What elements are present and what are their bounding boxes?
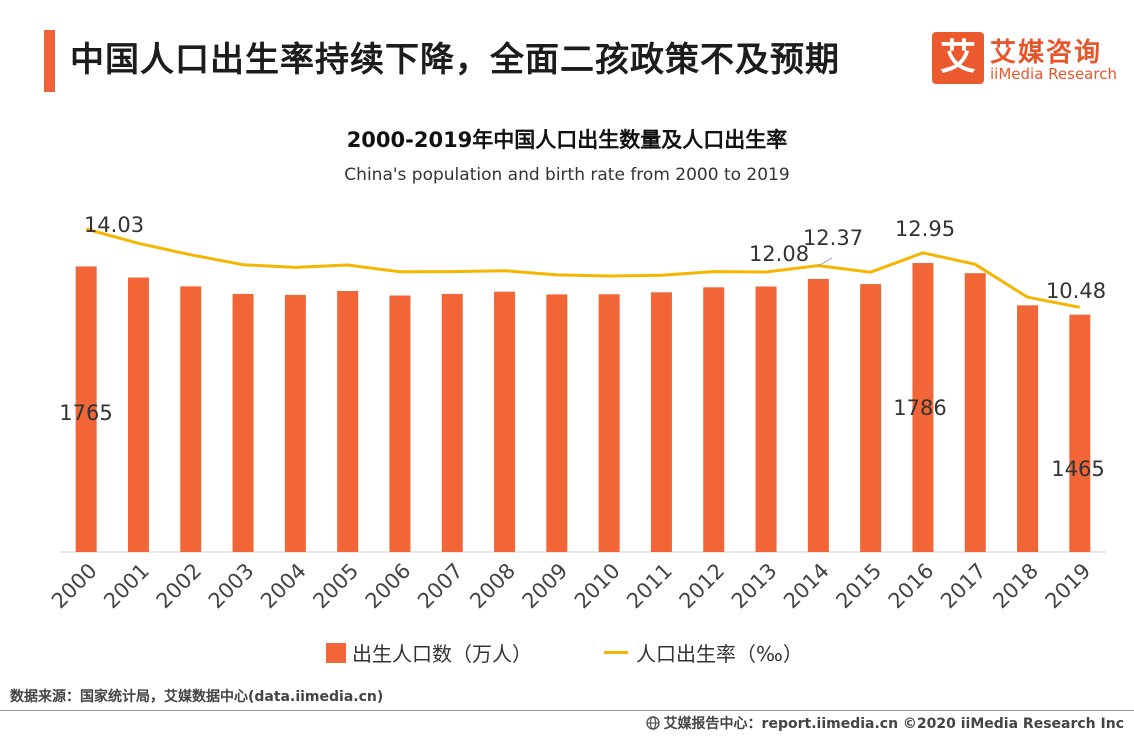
birth-rate-line <box>85 227 1081 309</box>
globe-icon <box>645 716 660 730</box>
x-tick-2016: 2016 <box>884 559 939 614</box>
legend-births-label: 出生人口数（万人） <box>352 642 532 666</box>
bar-2014 <box>807 278 829 552</box>
logo-mark-icon: 艾 <box>932 32 984 84</box>
chart-legend: 出生人口数（万人） 人口出生率（‰） <box>0 638 1134 668</box>
leader-line-2014 <box>817 257 833 267</box>
line-label-2000: 14.03 <box>84 213 144 237</box>
x-tick-2001: 2001 <box>99 559 154 614</box>
logo-english-text: iiMedia Research <box>990 65 1117 83</box>
x-tick-2017: 2017 <box>936 559 991 614</box>
bar-label-2000: 1765 <box>59 401 112 425</box>
line-label-2013: 12.08 <box>749 242 809 266</box>
x-tick-2011: 2011 <box>622 559 677 614</box>
bar-2016 <box>912 263 934 552</box>
bar-2017 <box>964 273 986 552</box>
x-tick-2006: 2006 <box>361 559 416 614</box>
x-tick-2000: 2000 <box>47 559 102 614</box>
chart-title: 2000-2019年中国人口出生数量及人口出生率 <box>346 128 788 152</box>
chart-subtitle: China's population and birth rate from 2… <box>344 165 790 185</box>
bar-2008 <box>494 291 516 552</box>
bar-2005 <box>337 291 359 552</box>
legend-line-swatch <box>604 651 628 654</box>
bar-2019 <box>1069 314 1091 552</box>
bar-2004 <box>284 294 306 552</box>
bar-2003 <box>232 293 254 552</box>
bar-label-2019: 1465 <box>1051 457 1104 481</box>
x-tick-2018: 2018 <box>988 559 1043 614</box>
bar-2007 <box>441 293 463 552</box>
x-tick-2008: 2008 <box>465 559 520 614</box>
x-tick-2004: 2004 <box>256 559 311 614</box>
line-label-2016: 12.95 <box>895 217 955 241</box>
iimedia-logo: 艾 艾媒咨询 iiMedia Research <box>932 32 1122 88</box>
legend-bar-swatch <box>326 642 346 663</box>
line-label-2019: 10.48 <box>1046 279 1106 303</box>
page-title: 中国人口出生率持续下降，全面二孩政策不及预期 <box>70 40 840 80</box>
x-tick-2015: 2015 <box>831 559 886 614</box>
bar-2011 <box>650 292 672 552</box>
logo-chinese-text: 艾媒咨询 <box>990 38 1103 68</box>
bar-2009 <box>546 294 568 552</box>
legend-item-birth-rate: 人口出生率（‰） <box>604 638 803 667</box>
x-tick-2014: 2014 <box>779 559 834 614</box>
bar-2006 <box>389 295 411 552</box>
bar-2015 <box>860 284 882 552</box>
footer-report-text: 艾媒报告中心：report.iimedia.cn ©2020 iiMedia R… <box>663 716 1124 732</box>
x-tick-2009: 2009 <box>518 559 573 614</box>
bar-2002 <box>180 286 202 552</box>
bar-2010 <box>598 294 620 552</box>
bar-2001 <box>127 277 149 552</box>
line-label-2014: 12.37 <box>803 226 863 250</box>
x-tick-2012: 2012 <box>675 559 730 614</box>
legend-item-births: 出生人口数（万人） <box>326 638 532 667</box>
footer-divider <box>0 710 1134 711</box>
x-tick-2003: 2003 <box>204 559 259 614</box>
bar-2012 <box>703 287 725 552</box>
footer-report: 艾媒报告中心：report.iimedia.cn ©2020 iiMedia R… <box>645 713 1124 733</box>
bar-2018 <box>1017 305 1039 552</box>
x-tick-2019: 2019 <box>1041 559 1096 614</box>
bar-2013 <box>755 286 777 552</box>
bar-label-2016: 1786 <box>893 396 946 420</box>
birth-chart: 2000200120022003200420052006200720082009… <box>47 213 1106 614</box>
legend-birth-rate-label: 人口出生率（‰） <box>636 642 803 666</box>
title-accent-bar <box>44 30 55 92</box>
x-tick-2002: 2002 <box>152 559 207 614</box>
x-tick-2007: 2007 <box>413 559 468 614</box>
data-source: 数据来源：国家统计局，艾媒数据中心(data.iimedia.cn) <box>10 689 384 705</box>
x-tick-2013: 2013 <box>727 559 782 614</box>
bar-2000 <box>75 266 97 552</box>
x-tick-2005: 2005 <box>308 559 363 614</box>
x-tick-2010: 2010 <box>570 559 625 614</box>
